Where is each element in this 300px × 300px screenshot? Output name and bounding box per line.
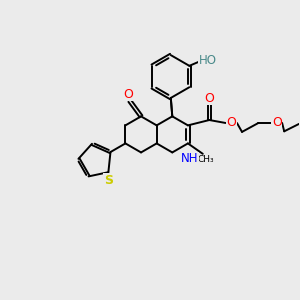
Text: O: O: [272, 116, 282, 129]
Text: NH: NH: [181, 152, 199, 166]
Text: O: O: [227, 116, 236, 129]
Text: HO: HO: [199, 54, 217, 67]
Text: O: O: [204, 92, 214, 104]
Text: O: O: [123, 88, 133, 101]
Text: CH₃: CH₃: [197, 155, 214, 164]
Text: S: S: [104, 174, 113, 187]
